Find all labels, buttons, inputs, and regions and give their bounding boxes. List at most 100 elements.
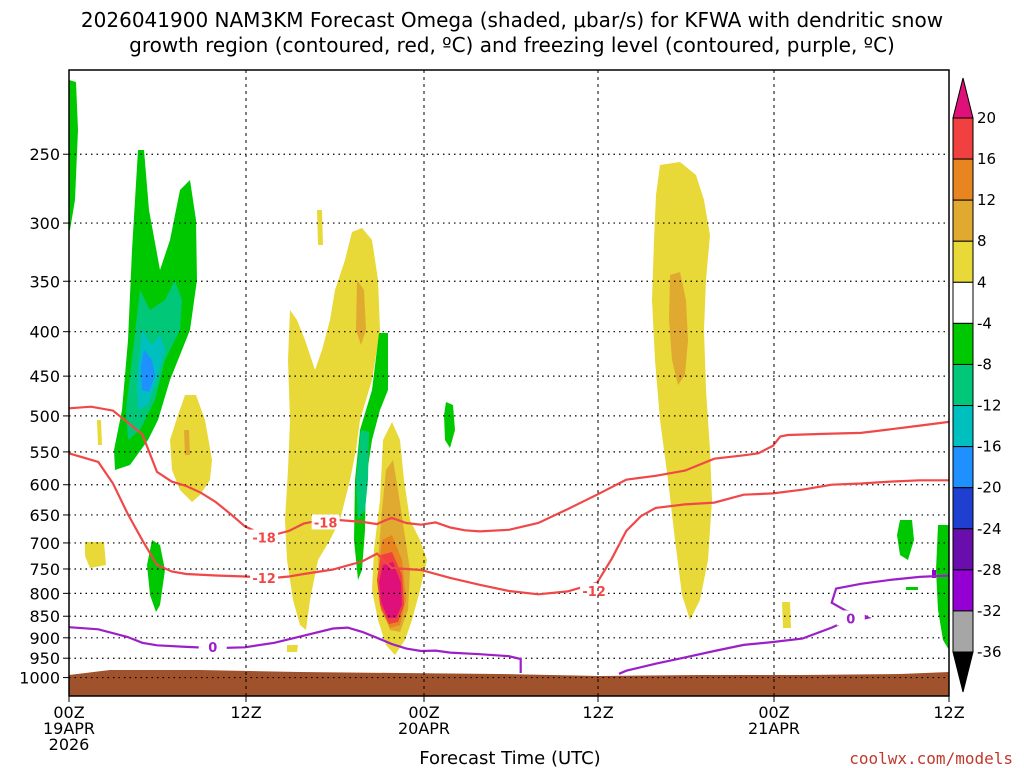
omega-region <box>897 520 914 560</box>
omega-region <box>69 80 78 230</box>
omega-region <box>287 645 298 652</box>
omega-region <box>906 587 918 590</box>
contour-labels: -18 -18 -12 -12 0 0 <box>198 514 865 656</box>
x-tick-label: 12Z <box>933 703 964 722</box>
y-tick-label: 950 <box>29 649 60 668</box>
colorbar-swatch <box>952 610 974 653</box>
y-tick-label: 750 <box>29 560 60 579</box>
contour-label: -18 <box>314 516 338 531</box>
watermark: coolwx.com/models <box>849 749 1013 768</box>
y-tick-label: 700 <box>29 534 60 553</box>
colorbar-tick-label: -12 <box>977 397 1002 415</box>
plot-frame <box>68 69 950 697</box>
y-tick-label: 650 <box>29 506 60 525</box>
omega-region <box>317 210 323 245</box>
colorbar-swatch <box>952 322 974 365</box>
colorbar-tick-label: -20 <box>977 479 1002 497</box>
x-tick-label: 20APR <box>398 719 450 738</box>
omega-region <box>147 540 165 612</box>
colorbar-tick-label: -32 <box>977 602 1002 620</box>
contour-label: -12 <box>582 585 606 600</box>
contour-line--18 <box>69 405 949 536</box>
y-gridlines <box>63 153 949 679</box>
colorbar-swatch <box>952 158 974 201</box>
y-tick-label: 300 <box>29 214 60 233</box>
colorbar-tick-label: 20 <box>977 109 996 127</box>
omega-region <box>85 542 106 568</box>
colorbar-tick-label: 16 <box>977 150 996 168</box>
contour-label-bg <box>836 610 865 626</box>
colorbar-max-triangle <box>952 77 974 119</box>
y-tick-label: 350 <box>29 272 60 291</box>
x-gridlines <box>68 70 950 702</box>
colorbar-swatch <box>952 199 974 242</box>
y-tick-label: 250 <box>29 145 60 164</box>
omega-region <box>356 430 369 520</box>
contour-label: -12 <box>252 572 276 587</box>
omega-region <box>97 420 102 445</box>
colorbar-min-triangle <box>952 651 974 693</box>
chart-subtitle: growth region (contoured, red, ºC) and f… <box>129 33 895 57</box>
y-tick-label: 800 <box>29 584 60 603</box>
colorbar-tick-label: 8 <box>977 232 987 250</box>
y-tick-label: 500 <box>29 407 60 426</box>
omega-region <box>444 402 455 448</box>
contour-label-bg <box>198 638 227 654</box>
contour-line-0 <box>69 626 522 673</box>
omega-region <box>354 333 388 580</box>
x-tick-label: 21APR <box>748 719 800 738</box>
colorbar-tick-label: -28 <box>977 561 1002 579</box>
x-tick-label: 00Z <box>53 703 84 722</box>
x-axis-label: Forecast Time (UTC) <box>419 748 600 768</box>
colorbar-tick-label: -24 <box>977 520 1002 538</box>
contour-line--12 <box>69 452 949 596</box>
contour-label-bg <box>311 514 340 530</box>
colorbar-swatch <box>952 487 974 530</box>
x-tick-label: 12Z <box>230 703 261 722</box>
omega-region <box>170 395 212 502</box>
y-tick-label: 850 <box>29 607 60 626</box>
omega-region <box>782 602 791 628</box>
colorbar-swatch <box>952 569 974 612</box>
x-tick-label: 00Z <box>758 703 789 722</box>
chart-title: 2026041900 NAM3KM Forecast Omega (shaded… <box>81 8 943 32</box>
omega-region <box>184 430 190 455</box>
colorbar-swatch <box>952 528 974 571</box>
contour-label-bg <box>580 582 609 598</box>
omega-region <box>141 350 155 392</box>
x-tick-label: 2026 <box>49 735 90 754</box>
omega-region <box>652 162 712 620</box>
colorbar-swatch <box>952 405 974 448</box>
colorbar-swatch <box>952 117 974 160</box>
colorbar-tick-label: -8 <box>977 355 992 373</box>
omega-shading <box>69 80 949 696</box>
y-tick-labels: 250 300 350 400 450 500 550 600 650 700 750 800 850 9… <box>19 145 60 687</box>
colorbar-swatch <box>952 446 974 489</box>
colorbar <box>952 77 974 693</box>
terrain <box>69 670 949 696</box>
y-tick-label: 600 <box>29 476 60 495</box>
colorbar-tick-label: -4 <box>977 314 992 332</box>
omega-region <box>669 272 688 385</box>
omega-region <box>379 562 402 618</box>
y-tick-label: 900 <box>29 629 60 648</box>
contour-label: -18 <box>252 532 276 547</box>
contour-label: 0 <box>846 612 855 627</box>
x-tick-label: 19APR <box>43 719 95 738</box>
colorbar-swatch <box>952 281 974 324</box>
colorbar-swatch <box>952 240 974 283</box>
contour-label: 0 <box>208 641 217 656</box>
y-tick-label: 550 <box>29 443 60 462</box>
plot-area <box>69 70 949 696</box>
colorbar-tick-label: 12 <box>977 191 996 209</box>
colorbar-tick-label: -36 <box>977 643 1002 661</box>
colorbar-swatch <box>952 363 974 407</box>
colorbar-tick-labels: 20 16 12 8 4 -4 -8 -12 -16 -20 -24 -28 -32 -36 <box>977 109 1002 661</box>
omega-region <box>936 525 949 650</box>
x-tick-label: 00Z <box>408 703 439 722</box>
omega-region <box>356 280 366 345</box>
colorbar-tick-label: 4 <box>977 273 987 291</box>
contour-label-bg <box>250 529 279 545</box>
contour-lines <box>69 405 949 675</box>
